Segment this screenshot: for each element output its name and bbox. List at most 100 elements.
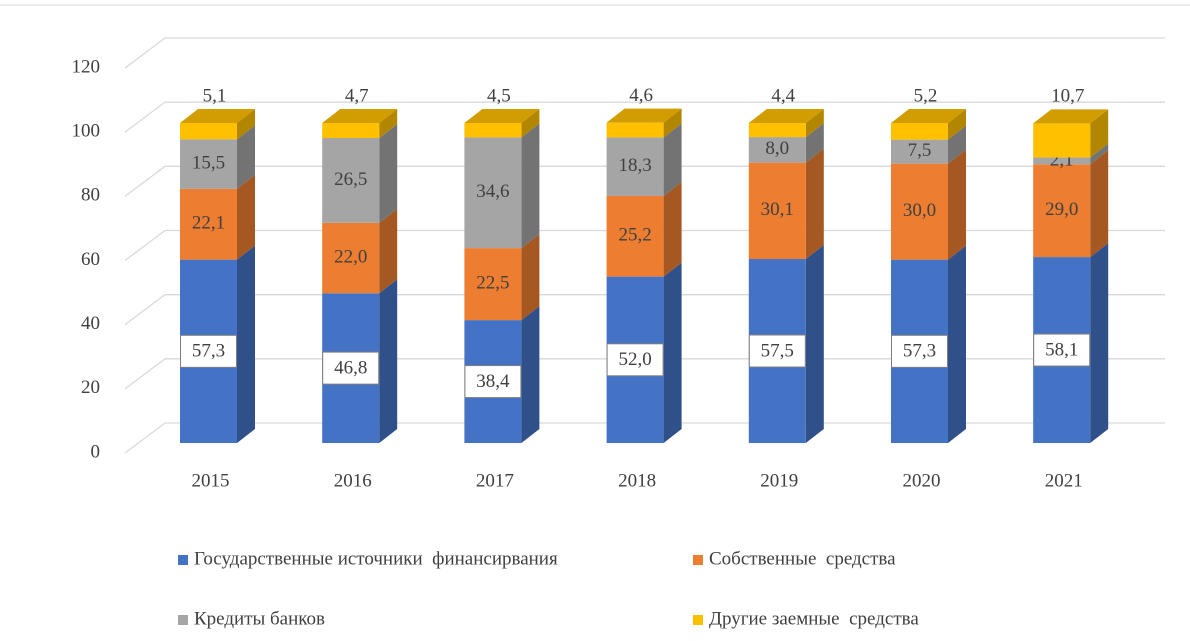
label-box <box>180 334 237 368</box>
bar-side <box>521 123 540 249</box>
bar-top <box>180 109 255 123</box>
data-label: 30,1 <box>761 199 794 220</box>
bar-side <box>805 109 824 138</box>
x-tick-label: 2015 <box>192 470 230 491</box>
bar-side <box>663 108 682 138</box>
data-label: 38,4 <box>476 371 510 392</box>
bar-side <box>663 262 682 443</box>
y-tick-label: 20 <box>81 377 100 398</box>
bar-top <box>891 109 966 123</box>
bar-segment <box>1033 164 1091 258</box>
grid-line <box>124 358 1165 390</box>
y-tick-label: 120 <box>72 56 101 77</box>
bar-side <box>805 245 824 443</box>
bar-segment <box>891 123 948 140</box>
data-label: 10,7 <box>1051 86 1084 107</box>
label-box <box>322 351 380 385</box>
legend-swatch <box>693 615 703 625</box>
data-label: 4,6 <box>629 85 653 106</box>
data-label: 26,5 <box>334 169 367 190</box>
bar-side <box>379 124 398 223</box>
y-tick-label: 100 <box>72 121 101 142</box>
legend-swatch <box>178 555 188 565</box>
bar-segment <box>322 222 380 294</box>
y-tick-label: 0 <box>91 441 101 462</box>
bar-side <box>948 245 966 443</box>
legend-swatch <box>178 615 188 625</box>
bar-segment <box>464 137 522 249</box>
bar-side <box>1090 109 1109 158</box>
bar-side <box>805 148 824 259</box>
bar-side <box>379 279 398 443</box>
y-tick-label: 60 <box>81 249 100 270</box>
bar-side <box>805 123 824 163</box>
bar-segment <box>180 123 237 140</box>
bar-segment <box>464 123 522 138</box>
bar-side <box>237 245 255 443</box>
data-label: 58,1 <box>1045 339 1078 360</box>
bar-segment <box>606 195 664 277</box>
bar-side <box>379 208 398 294</box>
legend-swatch <box>693 555 703 565</box>
x-tick-label: 2019 <box>760 470 798 491</box>
data-label: 4,7 <box>345 85 369 106</box>
data-label: 5,1 <box>203 85 227 106</box>
label-box <box>748 334 806 368</box>
data-label: 5,2 <box>914 85 938 106</box>
bar-side <box>948 109 966 140</box>
x-tick-label: 2018 <box>618 470 656 491</box>
y-tick-label: 40 <box>81 313 100 334</box>
data-label: 15,5 <box>192 152 225 173</box>
bar-segment <box>180 188 237 260</box>
bar-side <box>948 149 966 260</box>
legend-label: Кредиты банков <box>194 608 325 629</box>
grid-line <box>124 294 1165 326</box>
data-label: 46,8 <box>334 357 367 378</box>
bar-side <box>237 125 255 189</box>
data-label: 25,2 <box>618 225 651 246</box>
bar-segment <box>1033 157 1091 165</box>
bar-segment <box>1033 123 1091 158</box>
bar-segment <box>606 122 664 138</box>
bar-top <box>322 109 398 123</box>
legend-label: Собственные средства <box>709 548 896 569</box>
x-tick-label: 2016 <box>334 470 372 491</box>
data-label: 22,5 <box>476 272 509 293</box>
bar-side <box>237 109 255 140</box>
legend-label: Государственные источники финансирвания <box>194 548 558 569</box>
bar-side <box>663 123 682 196</box>
bar-segment <box>322 123 380 139</box>
label-box <box>464 365 522 399</box>
bar-segment <box>748 123 806 138</box>
label-box <box>891 334 948 368</box>
label-box <box>1033 333 1091 367</box>
x-tick-label: 2020 <box>903 470 941 491</box>
bar-top <box>606 108 682 123</box>
grid-line <box>124 101 1165 133</box>
bar-segment <box>748 137 806 163</box>
grid-line <box>124 422 1165 454</box>
data-label: 18,3 <box>618 155 651 176</box>
bar-side <box>948 125 966 164</box>
bar-side <box>521 109 540 138</box>
bar-top <box>748 109 824 123</box>
data-label: 8,0 <box>765 138 789 159</box>
data-label: 57,3 <box>192 341 225 362</box>
x-tick-label: 2017 <box>476 470 514 491</box>
bar-side <box>237 174 255 260</box>
bar-side <box>1090 150 1109 258</box>
bar-side <box>521 234 540 321</box>
bar-side <box>1090 243 1109 443</box>
bar-segment <box>464 248 522 321</box>
grid-line <box>124 37 1165 69</box>
data-label: 57,5 <box>761 340 794 361</box>
x-tick-label: 2021 <box>1045 470 1083 491</box>
bar-segment <box>891 163 948 260</box>
data-label: 52,0 <box>618 349 651 370</box>
data-label: 30,0 <box>903 200 936 221</box>
data-label: 34,6 <box>476 181 509 202</box>
legend-label: Другие заемные средства <box>709 608 919 629</box>
y-tick-label: 80 <box>81 185 100 206</box>
bar-segment <box>322 138 380 223</box>
